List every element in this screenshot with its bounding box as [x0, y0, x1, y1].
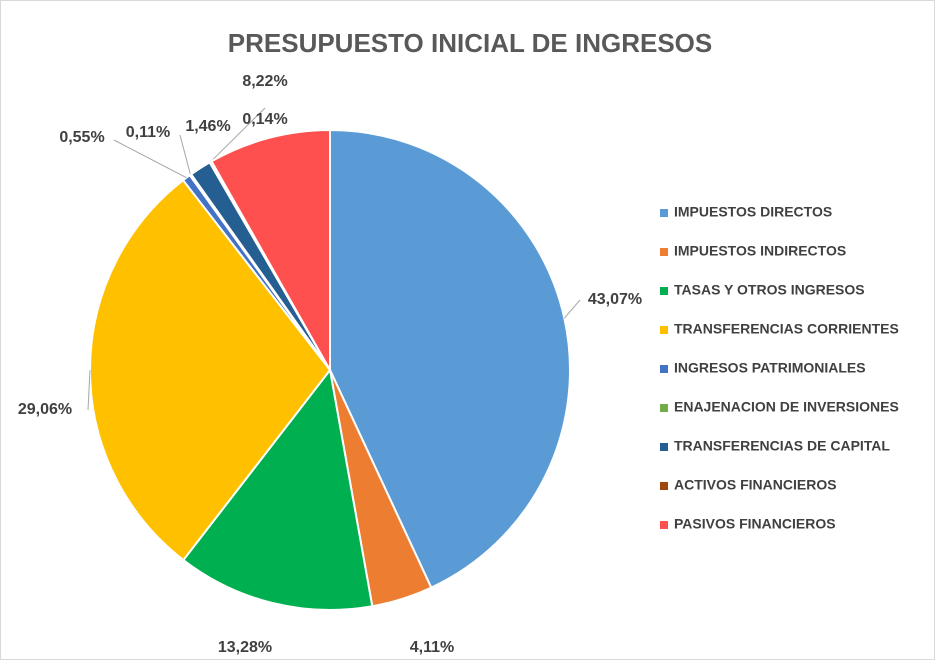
data-label: 29,06% [18, 401, 72, 418]
leader-line [87, 370, 91, 411]
chart-title: PRESUPUESTO INICIAL DE INGRESOS [228, 28, 712, 58]
data-label: 43,07% [588, 291, 642, 308]
legend-swatch [660, 521, 668, 529]
legend-swatch [660, 404, 668, 412]
legend-swatch [660, 248, 668, 256]
data-label: 0,11% [126, 124, 170, 141]
data-label: 0,14% [242, 111, 287, 128]
data-label: 8,22% [242, 73, 287, 90]
data-label: 13,28% [218, 639, 272, 656]
legend-swatch [660, 209, 668, 217]
legend-label: IMPUESTOS INDIRECTOS [674, 243, 846, 259]
legend-label: PASIVOS FINANCIEROS [674, 516, 836, 532]
legend-label: IMPUESTOS DIRECTOS [674, 204, 832, 220]
legend-label: INGRESOS PATRIMONIALES [674, 360, 866, 376]
legend-label: TASAS Y OTROS INGRESOS [674, 282, 865, 298]
legend-label: TRANSFERENCIAS DE CAPITAL [674, 438, 890, 454]
data-label: 4,11% [410, 639, 454, 656]
pie-slice [329, 128, 571, 589]
legend-swatch [660, 287, 668, 295]
leader-line [179, 134, 191, 175]
data-label: 0,55% [59, 129, 104, 146]
pie-slice [210, 128, 331, 374]
leader-line [113, 139, 187, 179]
pie-slice [181, 367, 374, 611]
leader-line [210, 107, 266, 163]
data-label: 1,46% [185, 118, 230, 135]
pie-slice [89, 178, 332, 562]
legend-swatch [660, 443, 668, 451]
leader-line [563, 299, 581, 319]
legend-label: ACTIVOS FINANCIEROS [674, 477, 837, 493]
legend-swatch [660, 326, 668, 334]
legend-swatch [660, 365, 668, 373]
legend-label: TRANSFERENCIAS CORRIENTES [674, 321, 899, 337]
legend-label: ENAJENACION DE INVERSIONES [674, 399, 899, 415]
legend-swatch [660, 482, 668, 490]
